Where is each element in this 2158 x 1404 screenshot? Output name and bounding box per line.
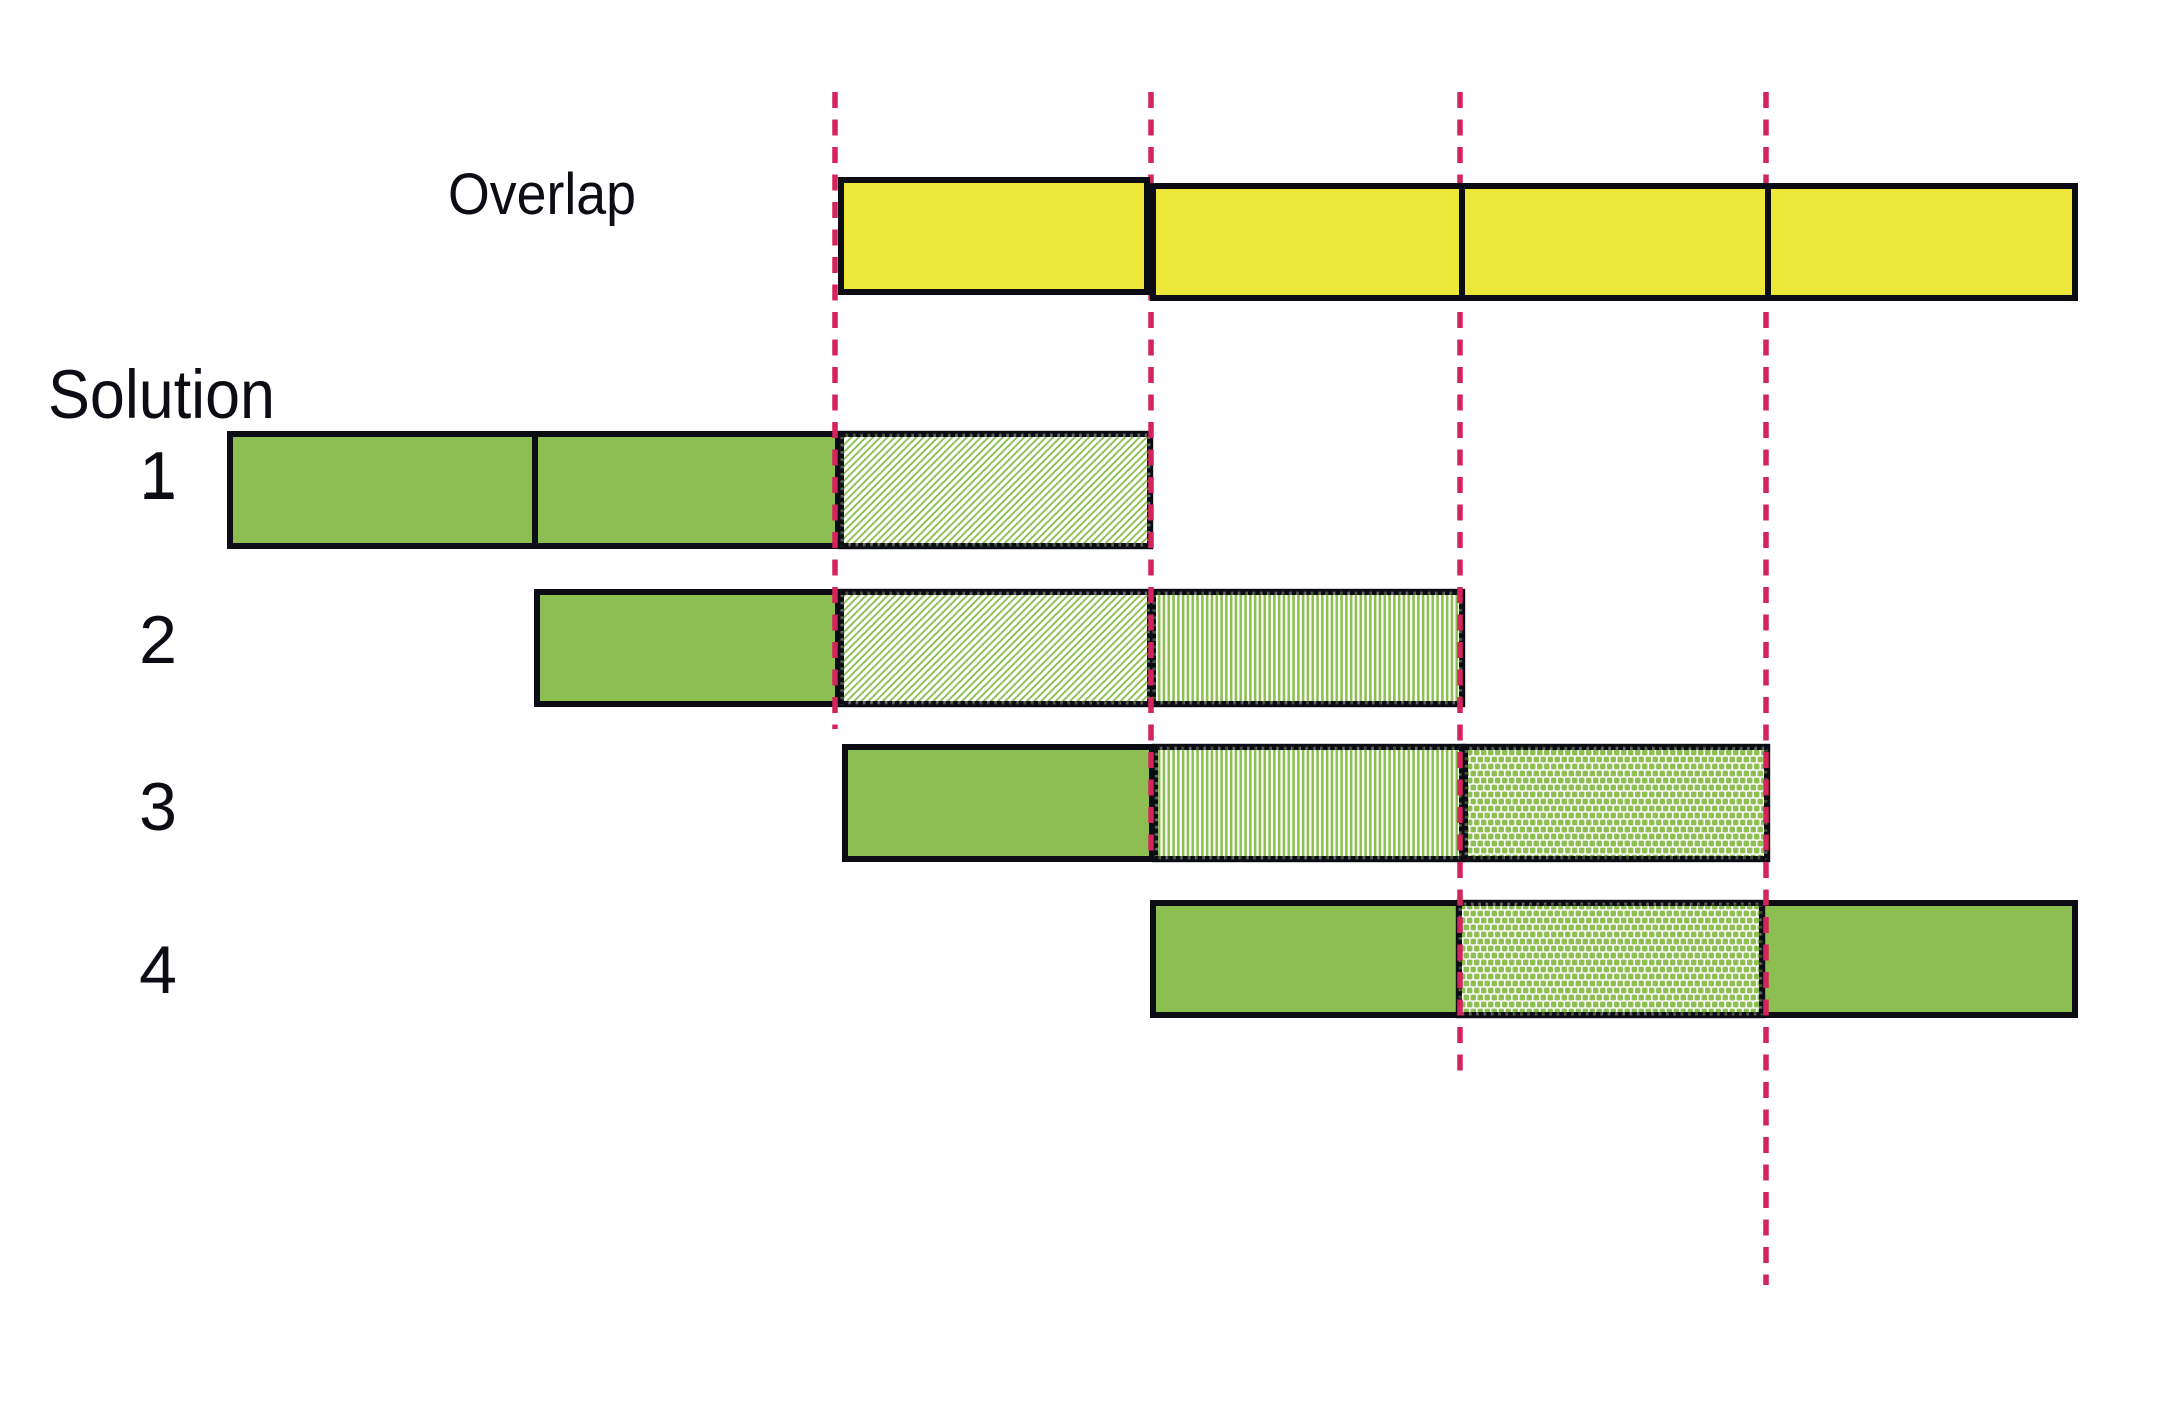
svg-text:2: 2 [139, 602, 177, 678]
svg-text:Solution: Solution [48, 356, 275, 433]
svg-text:3: 3 [139, 769, 177, 845]
svg-text:4: 4 [139, 932, 177, 1008]
svg-text:1: 1 [139, 438, 177, 514]
svg-text:Overlap: Overlap [448, 162, 636, 227]
